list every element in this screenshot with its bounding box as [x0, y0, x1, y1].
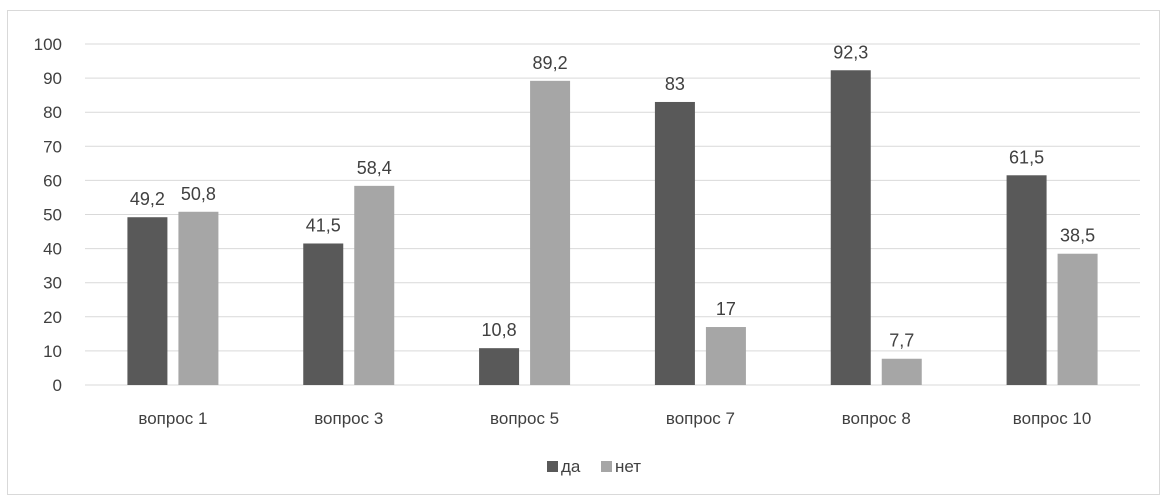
bars — [127, 70, 1098, 385]
y-tick-label: 90 — [43, 69, 62, 88]
y-tick-label: 30 — [43, 274, 62, 293]
data-label: 41,5 — [306, 215, 341, 235]
data-label: 49,2 — [130, 189, 165, 209]
x-tick-label: вопрос 7 — [666, 409, 735, 428]
y-tick-label: 0 — [53, 376, 62, 395]
y-tick-label: 70 — [43, 137, 62, 156]
y-tick-label: 100 — [34, 35, 62, 54]
bar-da — [654, 101, 695, 385]
bar-net — [705, 327, 746, 385]
x-tick-label: вопрос 10 — [1013, 409, 1092, 428]
data-label: 17 — [716, 299, 736, 319]
legend-swatch — [601, 461, 612, 472]
data-label: 89,2 — [533, 53, 568, 73]
legend: да нет — [547, 457, 641, 476]
gridlines — [85, 43, 1140, 386]
x-tick-label: вопрос 3 — [314, 409, 383, 428]
data-label: 92,3 — [833, 42, 868, 62]
bar-net — [881, 358, 922, 385]
legend-label: да — [561, 457, 581, 476]
bar-net — [1057, 253, 1098, 385]
bar-da — [127, 217, 168, 385]
data-label: 38,5 — [1060, 226, 1095, 246]
bar-da — [303, 243, 344, 385]
data-labels: 49,2 50,8 41,5 58,4 10,8 89,2 83 17 92,3 7,7 61,5 3… — [130, 42, 1095, 350]
x-tick-label: вопрос 8 — [842, 409, 911, 428]
data-label: 7,7 — [889, 331, 914, 351]
data-label: 50,8 — [181, 184, 216, 204]
bar-net — [178, 211, 219, 385]
legend-label: нет — [615, 457, 641, 476]
x-axis: вопрос 1 вопрос 3 вопрос 5 вопрос 7 вопрос 8… — [138, 409, 1091, 428]
bar-net — [354, 185, 395, 385]
bar-da — [479, 348, 520, 385]
y-tick-label: 80 — [43, 103, 62, 122]
data-label: 58,4 — [357, 158, 392, 178]
x-tick-label: вопрос 5 — [490, 409, 559, 428]
bar-da — [1006, 175, 1047, 385]
bar-da — [830, 70, 871, 385]
y-axis: 0 10 20 30 40 50 60 70 80 90 100 — [34, 35, 62, 395]
y-tick-label: 60 — [43, 171, 62, 190]
data-label: 83 — [665, 74, 685, 94]
data-label: 10,8 — [482, 320, 517, 340]
y-tick-label: 40 — [43, 240, 62, 259]
x-tick-label: вопрос 1 — [138, 409, 207, 428]
bar-net — [530, 80, 571, 385]
legend-swatch — [547, 461, 558, 472]
y-tick-label: 50 — [43, 206, 62, 225]
y-tick-label: 10 — [43, 342, 62, 361]
y-tick-label: 20 — [43, 308, 62, 327]
data-label: 61,5 — [1009, 147, 1044, 167]
